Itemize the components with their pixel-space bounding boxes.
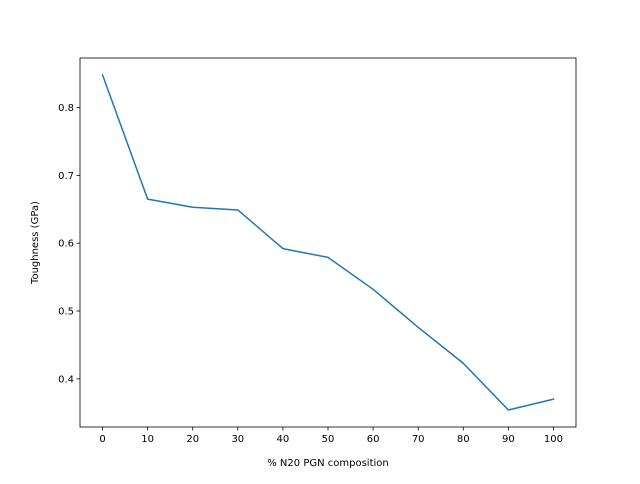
y-tick-label: 0.4 [58, 374, 74, 385]
x-tick-label: 80 [457, 434, 470, 445]
y-tick-label: 0.7 [58, 171, 74, 182]
x-tick-label: 50 [322, 434, 335, 445]
x-tick-label: 40 [277, 434, 290, 445]
x-tick-label: 0 [99, 434, 105, 445]
x-tick-label: 10 [141, 434, 154, 445]
series-line [101, 73, 555, 411]
plot-area-frame [79, 57, 577, 428]
x-tick-label: 60 [367, 434, 380, 445]
y-tick-label: 0.8 [58, 103, 74, 114]
x-tick-label: 30 [231, 434, 244, 445]
y-axis-ticks: 0.4 0.5 0.6 0.7 0.8 [58, 103, 80, 385]
y-axis-label: Toughness (GPa) [30, 201, 41, 285]
y-tick-label: 0.5 [58, 307, 74, 318]
x-tick-label: 100 [544, 434, 563, 445]
series-layer [101, 73, 555, 411]
x-axis-label: % N20 PGN composition [267, 458, 388, 469]
x-tick-label: 70 [412, 434, 425, 445]
x-tick-label: 90 [502, 434, 515, 445]
y-tick-label: 0.6 [58, 239, 74, 250]
x-tick-label: 20 [186, 434, 199, 445]
x-axis-ticks: 0 10 20 30 40 50 60 70 80 90 100 [99, 427, 563, 445]
